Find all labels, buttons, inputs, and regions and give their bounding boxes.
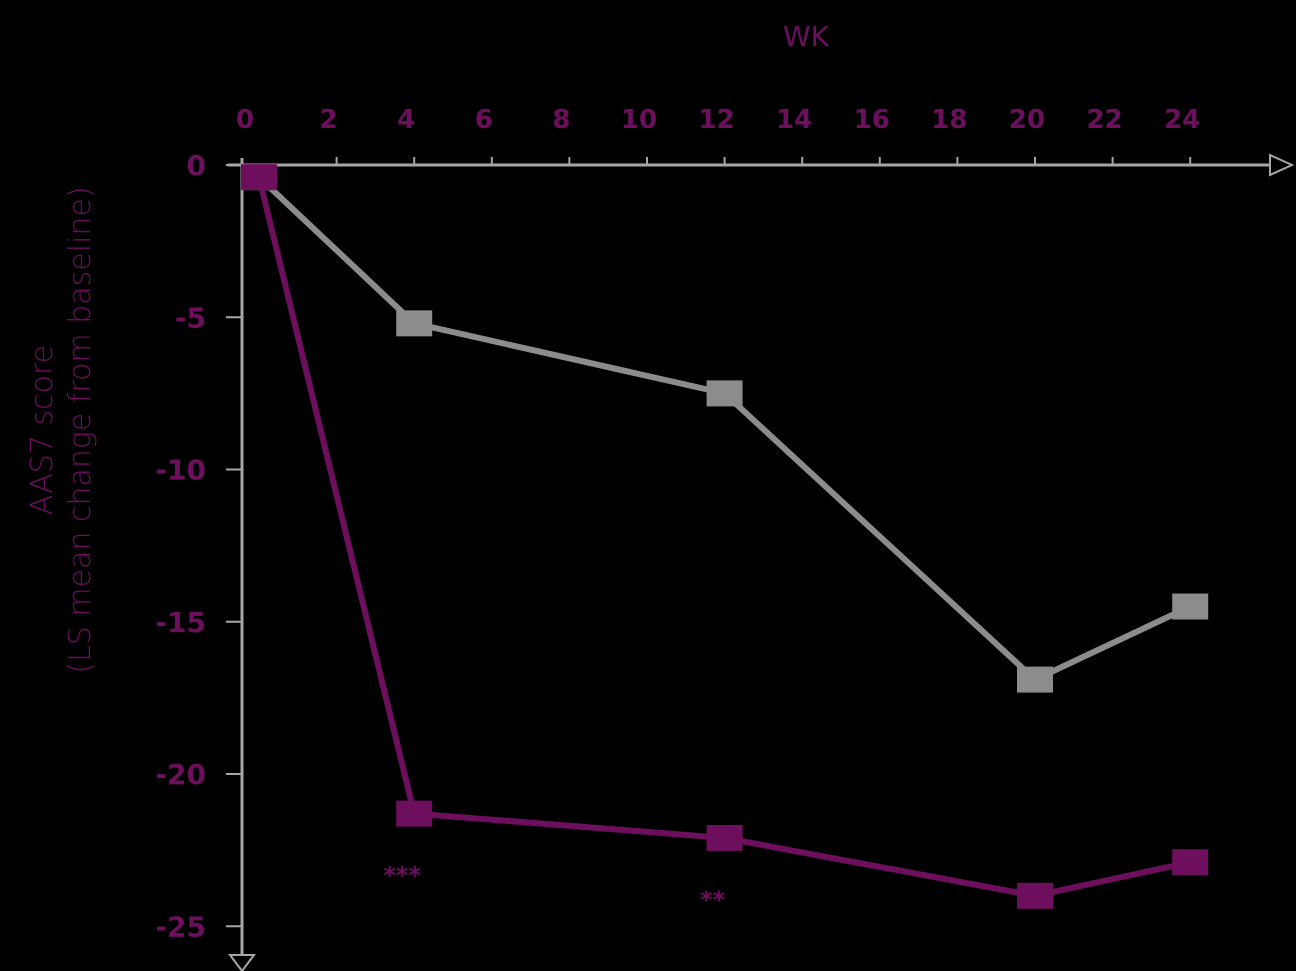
square-marker-icon xyxy=(1172,849,1209,876)
square-marker-icon xyxy=(396,800,433,827)
y-tick-label: -5 xyxy=(175,301,206,334)
square-marker-icon xyxy=(241,164,277,191)
series-gray xyxy=(241,164,1209,693)
square-marker-icon xyxy=(706,380,743,407)
y-tick-label: -25 xyxy=(155,910,206,943)
y-axis-arrow-icon xyxy=(228,954,256,971)
significance-marker: ** xyxy=(700,886,726,914)
square-marker-icon xyxy=(1017,882,1053,909)
x-tick-label: 12 xyxy=(699,105,735,135)
square-marker-icon xyxy=(706,824,743,851)
y-tick-label: -15 xyxy=(155,606,206,639)
x-tick-label: 2 xyxy=(320,105,338,135)
x-tick-label: 18 xyxy=(931,105,967,135)
x-tick-label: 14 xyxy=(776,105,812,135)
square-marker-icon xyxy=(1172,593,1209,620)
x-tick-label: 22 xyxy=(1087,105,1123,135)
y-axis-title-line1: AAS7 score xyxy=(25,344,60,516)
square-marker-icon xyxy=(396,310,433,337)
series-purple xyxy=(241,164,1209,909)
x-axis-title: WK xyxy=(783,20,830,53)
significance-annotations: ***** xyxy=(383,862,725,914)
x-tick-label: 0 xyxy=(236,105,254,135)
significance-marker: *** xyxy=(383,862,421,890)
x-axis-ticks: 0 2 4 6 8 10 12 14 16 18 20 22 24 xyxy=(236,105,1200,165)
data-series xyxy=(241,164,1209,909)
x-tick-label: 24 xyxy=(1164,105,1200,135)
x-tick-label: 8 xyxy=(552,105,570,135)
x-tick-label: 4 xyxy=(397,105,415,135)
x-tick-label: 10 xyxy=(621,105,657,135)
x-axis-arrow-icon xyxy=(1269,153,1295,177)
y-tick-label: 0 xyxy=(187,149,206,182)
axes xyxy=(228,153,1295,971)
x-tick-label: 6 xyxy=(475,105,493,135)
series-line xyxy=(256,176,1191,899)
square-marker-icon xyxy=(1017,666,1053,693)
y-axis-ticks: 0 -5 -10 -15 -20 -25 xyxy=(155,149,242,943)
y-tick-label: -20 xyxy=(155,758,206,791)
series-line xyxy=(256,174,1192,683)
y-tick-label: -10 xyxy=(155,454,206,487)
x-tick-label: 16 xyxy=(854,105,890,135)
y-axis-title-line2: (LS mean change from baseline) xyxy=(63,186,98,674)
x-tick-label: 20 xyxy=(1009,105,1045,135)
